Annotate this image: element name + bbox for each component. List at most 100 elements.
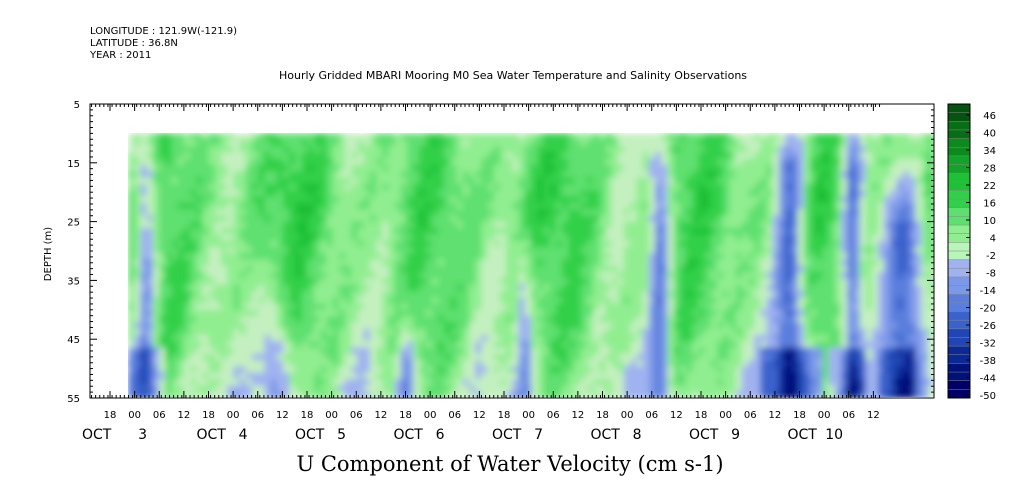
heatmap-cell (679, 278, 687, 286)
heatmap-cell (766, 335, 774, 342)
heatmap-cell (884, 278, 892, 286)
heatmap-cell (227, 209, 234, 216)
heatmap-cell (214, 190, 222, 197)
heatmap-cell (475, 290, 482, 298)
heatmap-cell (816, 259, 823, 267)
heatmap-cell (828, 221, 836, 229)
heatmap-cell (865, 133, 873, 141)
heatmap-cell (841, 196, 848, 204)
heatmap-cell (617, 259, 625, 267)
heatmap-cell (593, 347, 600, 355)
heatmap-cell (679, 133, 687, 141)
heatmap-cell (878, 227, 885, 235)
heatmap-cell (741, 290, 749, 298)
heatmap-cell (196, 227, 203, 235)
heatmap-cell (642, 347, 650, 355)
heatmap-cell (692, 209, 699, 216)
heatmap-cell (915, 303, 923, 311)
heatmap-cell (369, 347, 377, 355)
heatmap-cell (580, 341, 588, 349)
heatmap-cell (208, 309, 216, 317)
heatmap-cell (332, 347, 340, 355)
heatmap-cell (624, 202, 631, 210)
heatmap-cell (704, 227, 712, 235)
heatmap-cell (301, 316, 309, 323)
heatmap-cell (444, 309, 451, 317)
heatmap-cell (283, 322, 290, 330)
heatmap-cell (667, 278, 675, 286)
heatmap-cell (388, 290, 396, 298)
heatmap-cell (493, 272, 501, 279)
heatmap-cell (314, 221, 321, 229)
heatmap-cell (493, 234, 501, 242)
heatmap-cell (611, 347, 619, 355)
heatmap-cell (425, 290, 433, 298)
heatmap-cell (834, 341, 842, 349)
heatmap-cell (369, 202, 377, 210)
heatmap-cell (723, 196, 730, 204)
heatmap-cell (376, 139, 383, 147)
heatmap-cell (208, 253, 216, 260)
heatmap-cell (425, 309, 433, 317)
heatmap-cell (338, 366, 346, 374)
heatmap-cell (233, 366, 241, 374)
heatmap-cell (698, 139, 706, 147)
heatmap-cell (562, 303, 569, 311)
heatmap-cell (233, 190, 241, 197)
heatmap-cell (655, 316, 662, 323)
heatmap-cell (617, 347, 625, 355)
heatmap-cell (431, 372, 439, 380)
heatmap-cell (785, 152, 792, 160)
heatmap-cell (320, 209, 327, 216)
heatmap-cell (314, 290, 321, 298)
heatmap-cell (165, 360, 172, 368)
heatmap-cell (258, 259, 265, 267)
heatmap-cell (307, 240, 315, 248)
heatmap-cell (729, 303, 737, 311)
heatmap-cell (128, 309, 135, 317)
heatmap-cell (555, 202, 563, 210)
heatmap-cell (686, 290, 693, 298)
heatmap-cell (878, 284, 885, 292)
heatmap-cell (518, 335, 526, 342)
heatmap-cell (661, 133, 668, 141)
heatmap-cell (177, 272, 185, 279)
heatmap-cell (772, 133, 780, 141)
heatmap-cell (710, 139, 718, 147)
heatmap-cell (754, 152, 761, 160)
heatmap-cell (425, 171, 433, 179)
heatmap-cell (810, 246, 817, 254)
heatmap-cell (921, 366, 929, 374)
heatmap-cell (134, 353, 141, 361)
heatmap-cell (617, 366, 625, 374)
heatmap-cell (307, 152, 315, 160)
heatmap-cell (438, 183, 445, 191)
heatmap-cell (698, 246, 706, 254)
heatmap-cell (729, 190, 737, 197)
heatmap-cell (351, 341, 358, 349)
heatmap-cell (190, 347, 197, 355)
heatmap-cell (611, 297, 619, 305)
heatmap-cell (307, 183, 315, 191)
heatmap-cell (735, 171, 743, 179)
heatmap-cell (847, 190, 854, 197)
heatmap-cell (183, 240, 191, 248)
heatmap-cell (276, 234, 284, 242)
heatmap-cell (927, 215, 934, 223)
heatmap-cell (369, 221, 377, 229)
heatmap-cell (927, 278, 934, 286)
heatmap-cell (332, 265, 340, 273)
heatmap-cell (766, 297, 774, 305)
heatmap-cell (196, 221, 203, 229)
heatmap-cell (834, 139, 842, 147)
heatmap-cell (227, 316, 234, 323)
heatmap-cell (593, 290, 600, 298)
heatmap-cell (407, 341, 414, 349)
heatmap-cell (841, 335, 848, 342)
heatmap-cell (214, 202, 222, 210)
heatmap-cell (264, 196, 272, 204)
heatmap-cell (884, 272, 892, 279)
heatmap-cell (754, 272, 761, 279)
heatmap-cell (425, 366, 433, 374)
heatmap-cell (221, 353, 228, 361)
